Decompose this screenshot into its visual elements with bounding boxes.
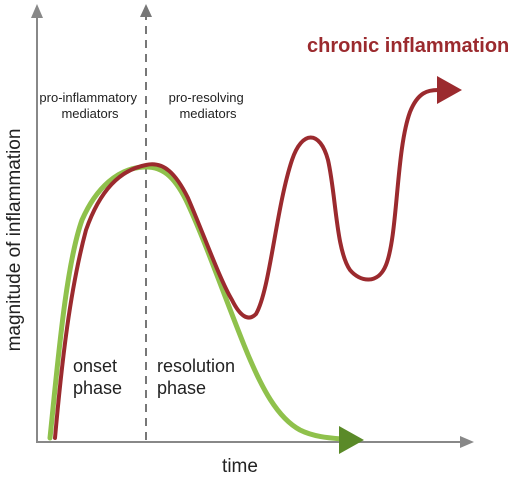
- chronic-inflammation-title: chronic inflammation: [307, 35, 509, 57]
- onset-phase-line-1: onset: [73, 356, 117, 376]
- y-axis-arrowhead: [31, 4, 43, 18]
- resolution-curve: [47, 164, 345, 442]
- pro-inflammatory-line-2: mediators: [61, 106, 119, 121]
- chronic-inflammation-curve: [53, 88, 440, 440]
- pro-inflammatory-line-1: pro-inflammatory: [39, 90, 137, 105]
- pro-resolving-line-2: mediators: [179, 106, 237, 121]
- resolution-phase-label: resolution phase: [157, 356, 240, 398]
- pro-resolving-label: pro-resolving mediators: [169, 90, 248, 121]
- onset-phase-line-2: phase: [73, 378, 122, 398]
- resolution-phase-line-2: phase: [157, 378, 206, 398]
- resolution-arrowhead: [339, 426, 364, 454]
- phase-divider-arrowhead: [140, 4, 152, 17]
- onset-phase-label: onset phase: [73, 356, 122, 398]
- pro-inflammatory-label: pro-inflammatory mediators: [39, 90, 140, 121]
- axes: [31, 4, 474, 448]
- x-axis-label: time: [222, 456, 258, 477]
- x-axis-arrowhead: [460, 436, 474, 448]
- chronic-inflammation-arrowhead: [437, 76, 462, 104]
- resolution-phase-line-1: resolution: [157, 356, 235, 376]
- y-axis-label: magnitude of inflammation: [4, 129, 25, 352]
- pro-resolving-line-1: pro-resolving: [169, 90, 244, 105]
